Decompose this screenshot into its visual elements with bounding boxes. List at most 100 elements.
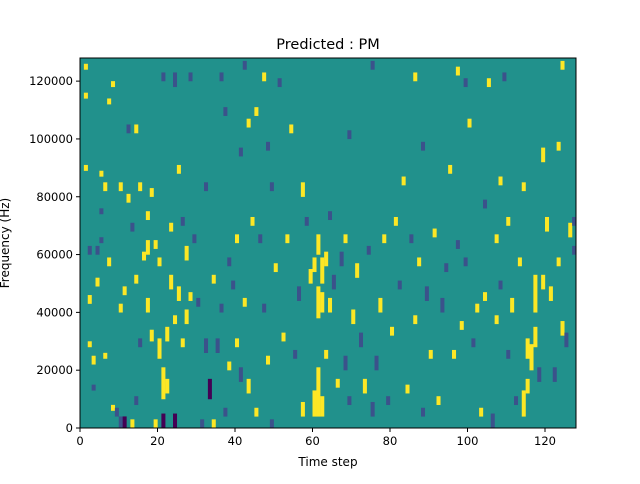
y-tick-label: 0 (66, 421, 73, 435)
heatmap-cell (211, 419, 216, 429)
heatmap-cell (510, 297, 515, 313)
plot-frame (79, 57, 577, 429)
heatmap-cell (494, 315, 499, 325)
y-tick-label: 80000 (36, 190, 73, 204)
heatmap-cell (200, 419, 205, 429)
heatmap-cell (370, 60, 375, 70)
heatmap-cell (207, 378, 212, 400)
heatmap-cell (180, 216, 185, 226)
heatmap-cell (184, 245, 189, 261)
heatmap-cell (223, 107, 228, 116)
heatmap-cell (188, 72, 193, 82)
heatmap-cell (99, 208, 104, 215)
heatmap-cell (149, 188, 154, 197)
heatmap-cell (312, 390, 317, 417)
heatmap-cell (153, 419, 158, 429)
heatmap-cell (246, 378, 251, 394)
heatmap-cell (87, 295, 92, 304)
x-tick-label: 20 (150, 434, 165, 448)
heatmap-cell (463, 78, 468, 88)
heatmap-cell (184, 309, 189, 325)
x-tick-label: 60 (305, 434, 320, 448)
heatmap-cell (289, 124, 294, 134)
heatmap-cell (393, 216, 398, 226)
heatmap-cell (99, 170, 104, 177)
heatmap-cell (246, 118, 251, 128)
heatmap-cell (486, 78, 491, 88)
heatmap-cell (149, 329, 154, 342)
heatmap-cell (533, 326, 538, 348)
heatmap-cell (541, 147, 546, 163)
heatmap-cell (176, 286, 181, 301)
heatmap-cell (432, 228, 437, 238)
heatmap-cell (219, 303, 224, 313)
heatmap-cell (134, 274, 139, 284)
heatmap-cell (165, 326, 170, 342)
heatmap-cell (269, 419, 274, 429)
heatmap-cell (521, 390, 526, 417)
y-tick-label: 20000 (36, 363, 73, 377)
heatmap-cell (324, 251, 329, 267)
heatmap-cell (320, 292, 325, 313)
heatmap-cell (517, 257, 522, 267)
heatmap-cell (111, 404, 116, 411)
heatmap-cell (169, 222, 174, 232)
heatmap-cell (506, 349, 511, 359)
heatmap-cell (107, 98, 112, 105)
heatmap-cell (390, 326, 395, 336)
heatmap-cell (138, 338, 143, 348)
heatmap-cell (343, 355, 348, 371)
heatmap-cell (421, 407, 426, 417)
heatmap-cell (421, 141, 426, 151)
heatmap-cell (316, 286, 321, 319)
heatmap-cell (382, 234, 387, 244)
heatmap-cell (541, 274, 546, 290)
heatmap-cell (343, 234, 348, 244)
y-axis-label: Frequency (Hz) (0, 198, 12, 289)
heatmap-cell (83, 92, 88, 99)
heatmap-cell (560, 321, 565, 336)
heatmap-cell (355, 263, 360, 278)
heatmap-cell (533, 274, 538, 313)
heatmap-cell (471, 338, 476, 348)
heatmap-cell (161, 72, 166, 82)
x-tick-label: 120 (534, 434, 556, 448)
x-tick-label: 0 (76, 434, 83, 448)
heatmap-cell (250, 216, 255, 226)
heatmap-cell (173, 315, 178, 325)
heatmap-background (80, 58, 576, 428)
heatmap-cell (134, 396, 139, 406)
heatmap-cell (118, 416, 123, 429)
heatmap-cell (173, 413, 178, 429)
heatmap-cell (467, 118, 472, 128)
heatmap-cell (130, 222, 135, 232)
heatmap-cell (145, 240, 150, 255)
heatmap-cell (161, 413, 166, 429)
heatmap-cell (502, 72, 507, 82)
heatmap-cell (347, 130, 352, 140)
heatmap-cell (99, 237, 104, 244)
heatmap-cell (176, 164, 181, 174)
heatmap-cell (103, 182, 108, 192)
heatmap-cell (370, 401, 375, 417)
heatmap-cell (223, 407, 228, 417)
heatmap-cell (483, 199, 488, 209)
x-tick-label: 80 (383, 434, 398, 448)
heatmap-cell (362, 378, 367, 394)
heatmap-cell (281, 332, 286, 342)
heatmap-cell (238, 367, 243, 382)
heatmap-cell (204, 338, 209, 353)
heatmap-cell (204, 182, 209, 192)
heatmap-cell (552, 367, 557, 382)
heatmap-cell (91, 355, 96, 365)
heatmap-cell (145, 297, 150, 313)
heatmap-cell (506, 216, 511, 226)
heatmap-cell (417, 257, 422, 267)
heatmap-cell (258, 234, 263, 244)
heatmap-cell (153, 240, 158, 249)
heatmap-cell (572, 245, 577, 255)
heatmap-cell (328, 211, 333, 221)
heatmap-cell (440, 297, 445, 313)
y-tick-label: 100000 (29, 132, 73, 146)
